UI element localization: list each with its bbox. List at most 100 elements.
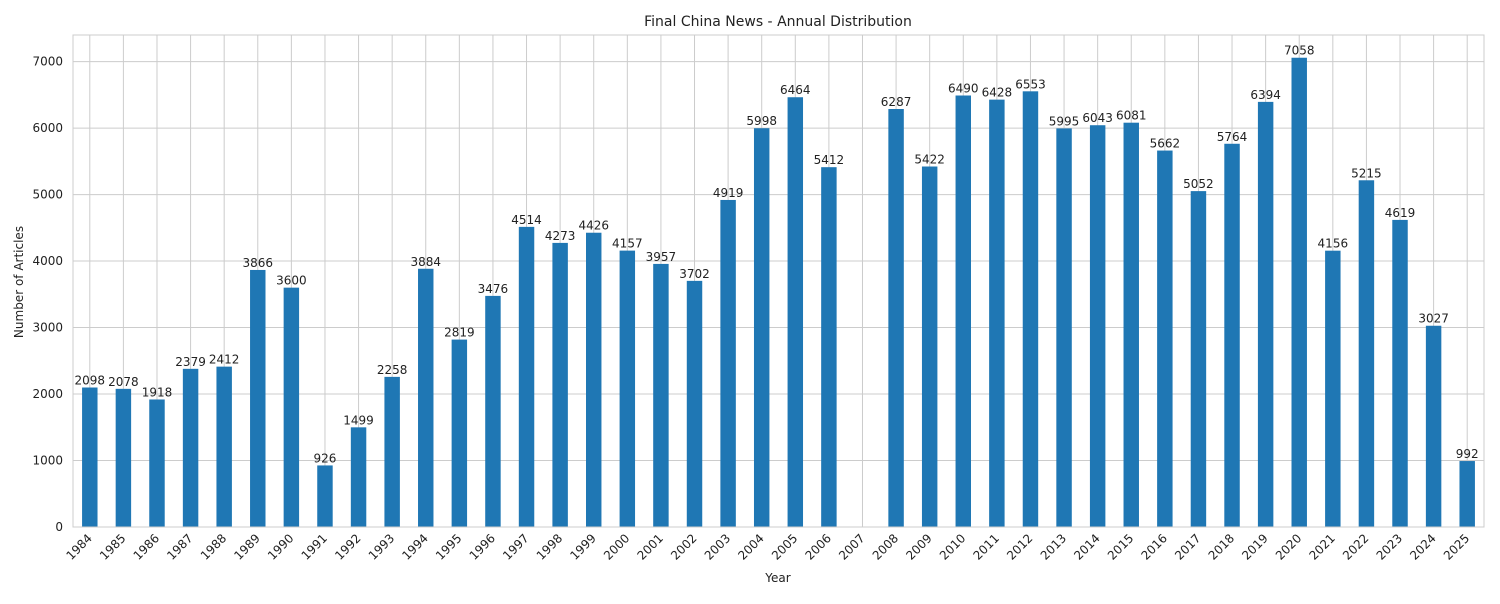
x-tick-label: 1998 bbox=[534, 531, 565, 562]
x-tick-label: 1992 bbox=[332, 531, 363, 562]
bar bbox=[283, 287, 300, 527]
bar-value-label: 6553 bbox=[1015, 77, 1046, 91]
bar bbox=[317, 465, 333, 527]
x-tick-label: 2002 bbox=[668, 531, 699, 562]
y-tick-labels: 0 1000 2000 3000 4000 5000 6000 7000 bbox=[32, 55, 63, 534]
x-tick-label: 2021 bbox=[1306, 531, 1337, 562]
bar-value-label: 3957 bbox=[646, 250, 677, 264]
x-tick-label: 2022 bbox=[1340, 531, 1371, 562]
chart-title: Final China News - Annual Distribution bbox=[644, 14, 912, 30]
y-tick-label: 1000 bbox=[32, 454, 63, 468]
plot-frame bbox=[72, 34, 1485, 528]
bar-value-label: 4919 bbox=[713, 186, 744, 200]
bar-value-label: 4157 bbox=[612, 237, 643, 251]
x-tick-label: 1986 bbox=[131, 531, 162, 562]
bar-value-label: 926 bbox=[314, 451, 337, 465]
x-tick-label: 1997 bbox=[500, 531, 531, 562]
y-tick-label: 2000 bbox=[32, 387, 63, 401]
y-axis-label: Number of Articles bbox=[12, 226, 26, 338]
bar bbox=[350, 427, 367, 527]
bar-value-label: 6490 bbox=[948, 82, 979, 96]
bar bbox=[1022, 91, 1039, 527]
bar-value-label: 5412 bbox=[814, 153, 845, 167]
x-tick-label: 2001 bbox=[635, 531, 666, 562]
bar bbox=[1459, 461, 1475, 527]
bar-value-label: 2412 bbox=[209, 353, 240, 367]
y-tick-label: 0 bbox=[55, 520, 63, 534]
bar-value-label: 2258 bbox=[377, 363, 408, 377]
bar-value-label: 3476 bbox=[478, 282, 509, 296]
bar bbox=[1190, 191, 1207, 527]
bar bbox=[216, 366, 232, 527]
x-tick-label: 1999 bbox=[567, 531, 598, 562]
bar-value-label: 7058 bbox=[1284, 44, 1315, 58]
bar bbox=[552, 242, 568, 527]
bar bbox=[821, 167, 837, 527]
bar-value-label: 2379 bbox=[175, 355, 206, 369]
bar-value-label: 6287 bbox=[881, 95, 912, 109]
y-tick-label: 4000 bbox=[32, 254, 63, 268]
bar-value-label: 5422 bbox=[914, 153, 945, 167]
x-tick-label: 1985 bbox=[97, 531, 128, 562]
bar bbox=[518, 226, 535, 527]
bar bbox=[149, 399, 165, 527]
bar-value-label: 3866 bbox=[243, 256, 274, 270]
x-tick-label: 1993 bbox=[366, 531, 397, 562]
bar bbox=[485, 295, 501, 527]
bar bbox=[418, 268, 434, 527]
bar bbox=[888, 108, 904, 528]
bar-value-label: 4273 bbox=[545, 229, 576, 243]
x-tick-label: 1990 bbox=[265, 531, 296, 562]
x-tick-label: 1984 bbox=[63, 531, 94, 562]
y-tick-label: 6000 bbox=[32, 121, 63, 135]
x-tick-label: 1996 bbox=[467, 531, 498, 562]
bar bbox=[451, 339, 468, 527]
x-tick-label: 1988 bbox=[198, 531, 229, 562]
x-tick-label: 2013 bbox=[1038, 531, 1069, 562]
bar bbox=[1257, 101, 1274, 527]
bar bbox=[686, 280, 703, 527]
y-tick-label: 3000 bbox=[32, 321, 63, 335]
x-tick-label: 2008 bbox=[870, 531, 901, 562]
bar-value-label: 3884 bbox=[410, 255, 441, 269]
y-tick-label: 7000 bbox=[32, 55, 63, 69]
bar-value-label: 3702 bbox=[679, 267, 710, 281]
bar bbox=[1224, 143, 1240, 527]
x-tick-label: 2023 bbox=[1374, 531, 1405, 562]
bar-value-label: 2098 bbox=[75, 374, 106, 388]
bar bbox=[250, 269, 266, 527]
x-tick-label: 2005 bbox=[769, 531, 800, 562]
bar-value-label: 5052 bbox=[1183, 177, 1214, 191]
bar-value-label: 3600 bbox=[276, 274, 307, 288]
bar bbox=[921, 166, 938, 528]
bar bbox=[182, 368, 199, 527]
bar bbox=[1425, 325, 1442, 527]
bar-value-label: 4514 bbox=[511, 213, 542, 227]
x-tick-label: 2010 bbox=[937, 531, 968, 562]
bar bbox=[1325, 250, 1341, 527]
bar bbox=[955, 95, 972, 528]
x-tick-label: 1995 bbox=[433, 531, 464, 562]
x-tick-label: 2014 bbox=[1071, 531, 1102, 562]
x-tick-label: 2012 bbox=[1004, 531, 1035, 562]
bar-value-label: 5215 bbox=[1351, 166, 1382, 180]
bar-value-label: 3027 bbox=[1418, 312, 1449, 326]
x-tick-label: 2009 bbox=[903, 531, 934, 562]
x-tick-label: 2015 bbox=[1105, 531, 1136, 562]
x-tick-labels: 1984 1985 1986 1987 1988 1989 1990 1991 1992 1993… bbox=[63, 531, 1472, 562]
bar bbox=[1089, 125, 1106, 527]
bar-value-label: 2819 bbox=[444, 326, 475, 340]
x-tick-label: 2019 bbox=[1239, 531, 1270, 562]
bar bbox=[1291, 57, 1307, 528]
x-tick-label: 2011 bbox=[970, 531, 1001, 562]
x-tick-label: 2025 bbox=[1441, 531, 1472, 562]
x-tick-label: 2000 bbox=[601, 531, 632, 562]
bar bbox=[1392, 219, 1408, 527]
bar-value-label: 1918 bbox=[142, 385, 173, 399]
bar bbox=[82, 387, 98, 527]
bar-value-label: 5662 bbox=[1150, 137, 1181, 151]
bar bbox=[1056, 128, 1072, 527]
bar-value-label: 6464 bbox=[780, 83, 811, 97]
